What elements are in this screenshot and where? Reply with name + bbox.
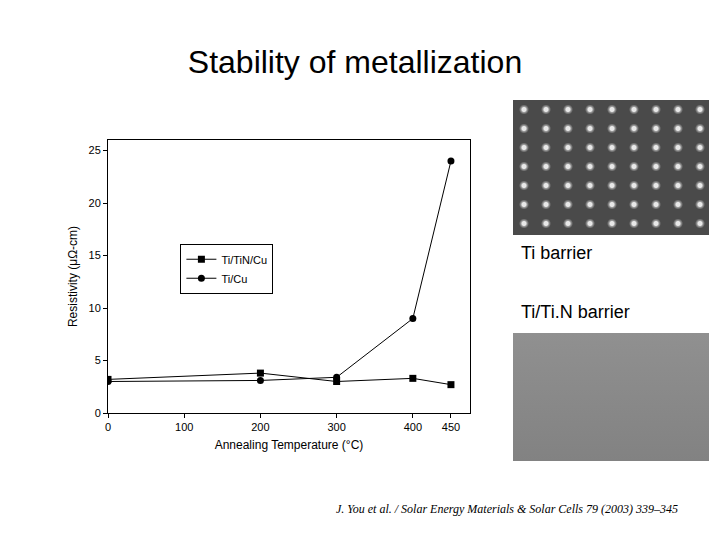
svg-text:Ti/TiN/Cu: Ti/TiN/Cu (221, 254, 267, 266)
svg-text:200: 200 (251, 421, 269, 433)
html-text:Stability of metallization: Stability of metallization (187, 44, 523, 80)
svg-text:Annealing Temperature (°C): Annealing Temperature (°C) (215, 438, 364, 452)
html-text:J. You et al. / Solar Energy M: J. You et al. / Solar Energy Materials &… (335, 502, 678, 516)
svg-text:0: 0 (95, 407, 101, 419)
svg-text:300: 300 (327, 421, 345, 433)
svg-text:0: 0 (105, 421, 111, 433)
svg-text:20: 20 (89, 197, 101, 209)
svg-text:5: 5 (95, 354, 101, 366)
svg-text:400: 400 (404, 421, 422, 433)
svg-text:100: 100 (175, 421, 193, 433)
svg-text:25: 25 (89, 144, 101, 156)
html-text:Ti/Ti.N barrier: Ti/Ti.N barrier (521, 302, 630, 322)
svg-text:450: 450 (442, 421, 460, 433)
svg-text:Ti/Cu: Ti/Cu (221, 273, 247, 285)
svg-text:Resistivity (μΩ-cm): Resistivity (μΩ-cm) (66, 226, 80, 327)
svg-text:10: 10 (89, 302, 101, 314)
svg-text:15: 15 (89, 249, 101, 261)
html-text:Ti barrier: Ti barrier (521, 243, 593, 263)
